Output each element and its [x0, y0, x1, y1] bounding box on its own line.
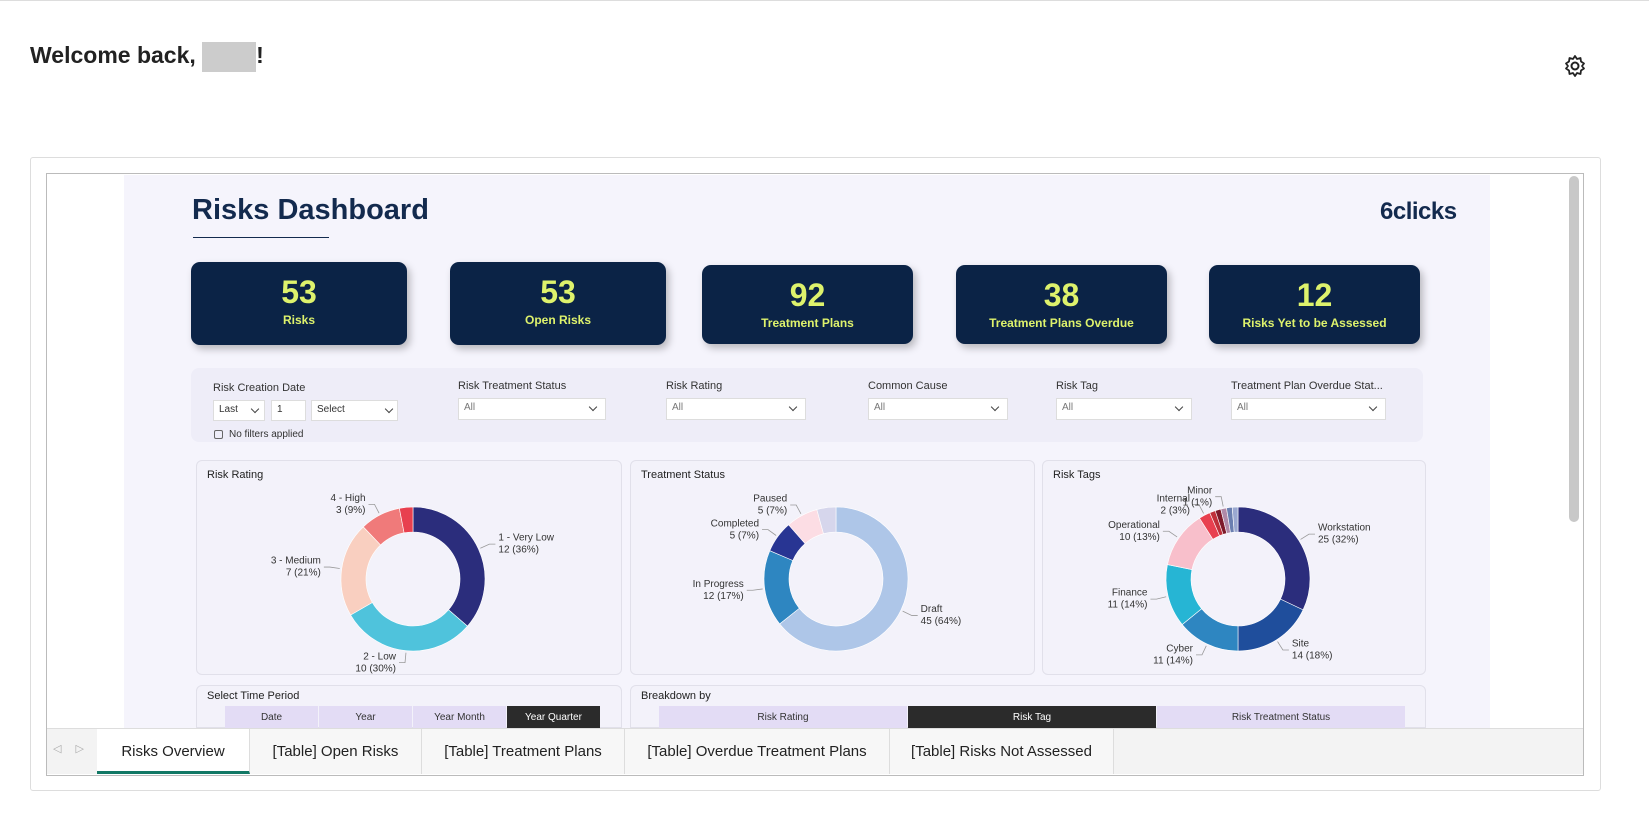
- kpi-value: 53: [540, 274, 576, 310]
- kpi-label: Risks Yet to be Assessed: [1242, 316, 1387, 330]
- tab[interactable]: [Table] Open Risks: [250, 729, 422, 774]
- panel-title: Select Time Period: [207, 690, 300, 702]
- kpi-card: [1209, 265, 1420, 344]
- title-underline: [193, 237, 329, 238]
- kpi-label: Treatment Plans Overdue: [989, 316, 1134, 330]
- filter-label: Risk Treatment Status: [458, 380, 567, 392]
- dashboard-title: Risks Dashboard: [192, 194, 429, 226]
- kpi-card: [702, 265, 913, 344]
- greeting: Welcome back, !: [30, 42, 264, 72]
- count-input[interactable]: 1: [271, 400, 306, 421]
- filter-dropdown[interactable]: All: [458, 398, 606, 420]
- segment-button[interactable]: Date: [225, 706, 318, 728]
- segment-button[interactable]: Risk Tag: [908, 706, 1156, 728]
- chart-panel: [1042, 460, 1426, 675]
- filter-icon: [214, 430, 223, 439]
- filter-note: No filters applied: [229, 429, 304, 440]
- report-card: [30, 157, 1601, 791]
- filter-dropdown[interactable]: All: [868, 398, 1008, 420]
- segment-button[interactable]: Risk Treatment Status: [1157, 706, 1405, 728]
- scrollbar[interactable]: [1569, 176, 1579, 522]
- kpi-card: [450, 262, 666, 345]
- filter-label: Risk Tag: [1056, 380, 1098, 392]
- chart-title: Treatment Status: [641, 469, 725, 481]
- chart-panel: [196, 460, 622, 675]
- kpi-label: Risks: [282, 313, 316, 327]
- kpi-label: Open Risks: [524, 313, 592, 327]
- kpi-value: 38: [1043, 277, 1080, 313]
- kpi-card: [191, 262, 407, 345]
- segment-button[interactable]: Year Quarter: [507, 706, 600, 728]
- filter-label: Risk Rating: [666, 380, 723, 392]
- greeting-suffix: !: [256, 42, 264, 69]
- segment-button[interactable]: Risk Rating: [659, 706, 907, 728]
- filter-dropdown[interactable]: All: [1231, 398, 1386, 420]
- kpi-card: [956, 265, 1167, 344]
- chart-title: Risk Rating: [207, 469, 264, 481]
- kpi-value: 92: [789, 277, 826, 313]
- period-select[interactable]: Last: [213, 400, 265, 421]
- unit-select[interactable]: Select: [311, 400, 398, 421]
- kpi-value: 12: [1296, 277, 1333, 313]
- filter-label: Treatment Plan Overdue Stat...: [1231, 380, 1383, 392]
- filter-label: Risk Creation Date: [213, 382, 306, 394]
- tab[interactable]: [Table] Treatment Plans: [422, 729, 625, 774]
- panel-title: Breakdown by: [641, 690, 711, 702]
- filter-dropdown[interactable]: All: [1056, 398, 1192, 420]
- top-border: [0, 0, 1649, 1]
- chart-panel: [630, 460, 1035, 675]
- tab[interactable]: Risks Overview: [97, 729, 250, 774]
- tab[interactable]: [Table] Risks Not Assessed: [890, 729, 1114, 774]
- redacted-name: [202, 42, 257, 72]
- segment-button[interactable]: Year Month: [413, 706, 506, 728]
- filter-dropdown[interactable]: All: [666, 398, 806, 420]
- kpi-value: 53: [281, 274, 317, 310]
- segment-button[interactable]: Year: [319, 706, 412, 728]
- filter-label: Common Cause: [868, 380, 948, 392]
- greeting-text: Welcome back,: [30, 42, 196, 69]
- tab[interactable]: [Table] Overdue Treatment Plans: [625, 729, 890, 774]
- chart-title: Risk Tags: [1053, 469, 1101, 481]
- settings-icon[interactable]: [1563, 54, 1587, 78]
- logo: 6clicks: [1380, 198, 1457, 225]
- kpi-label: Treatment Plans: [761, 316, 854, 330]
- tab-nav[interactable]: ◁▷: [53, 743, 98, 755]
